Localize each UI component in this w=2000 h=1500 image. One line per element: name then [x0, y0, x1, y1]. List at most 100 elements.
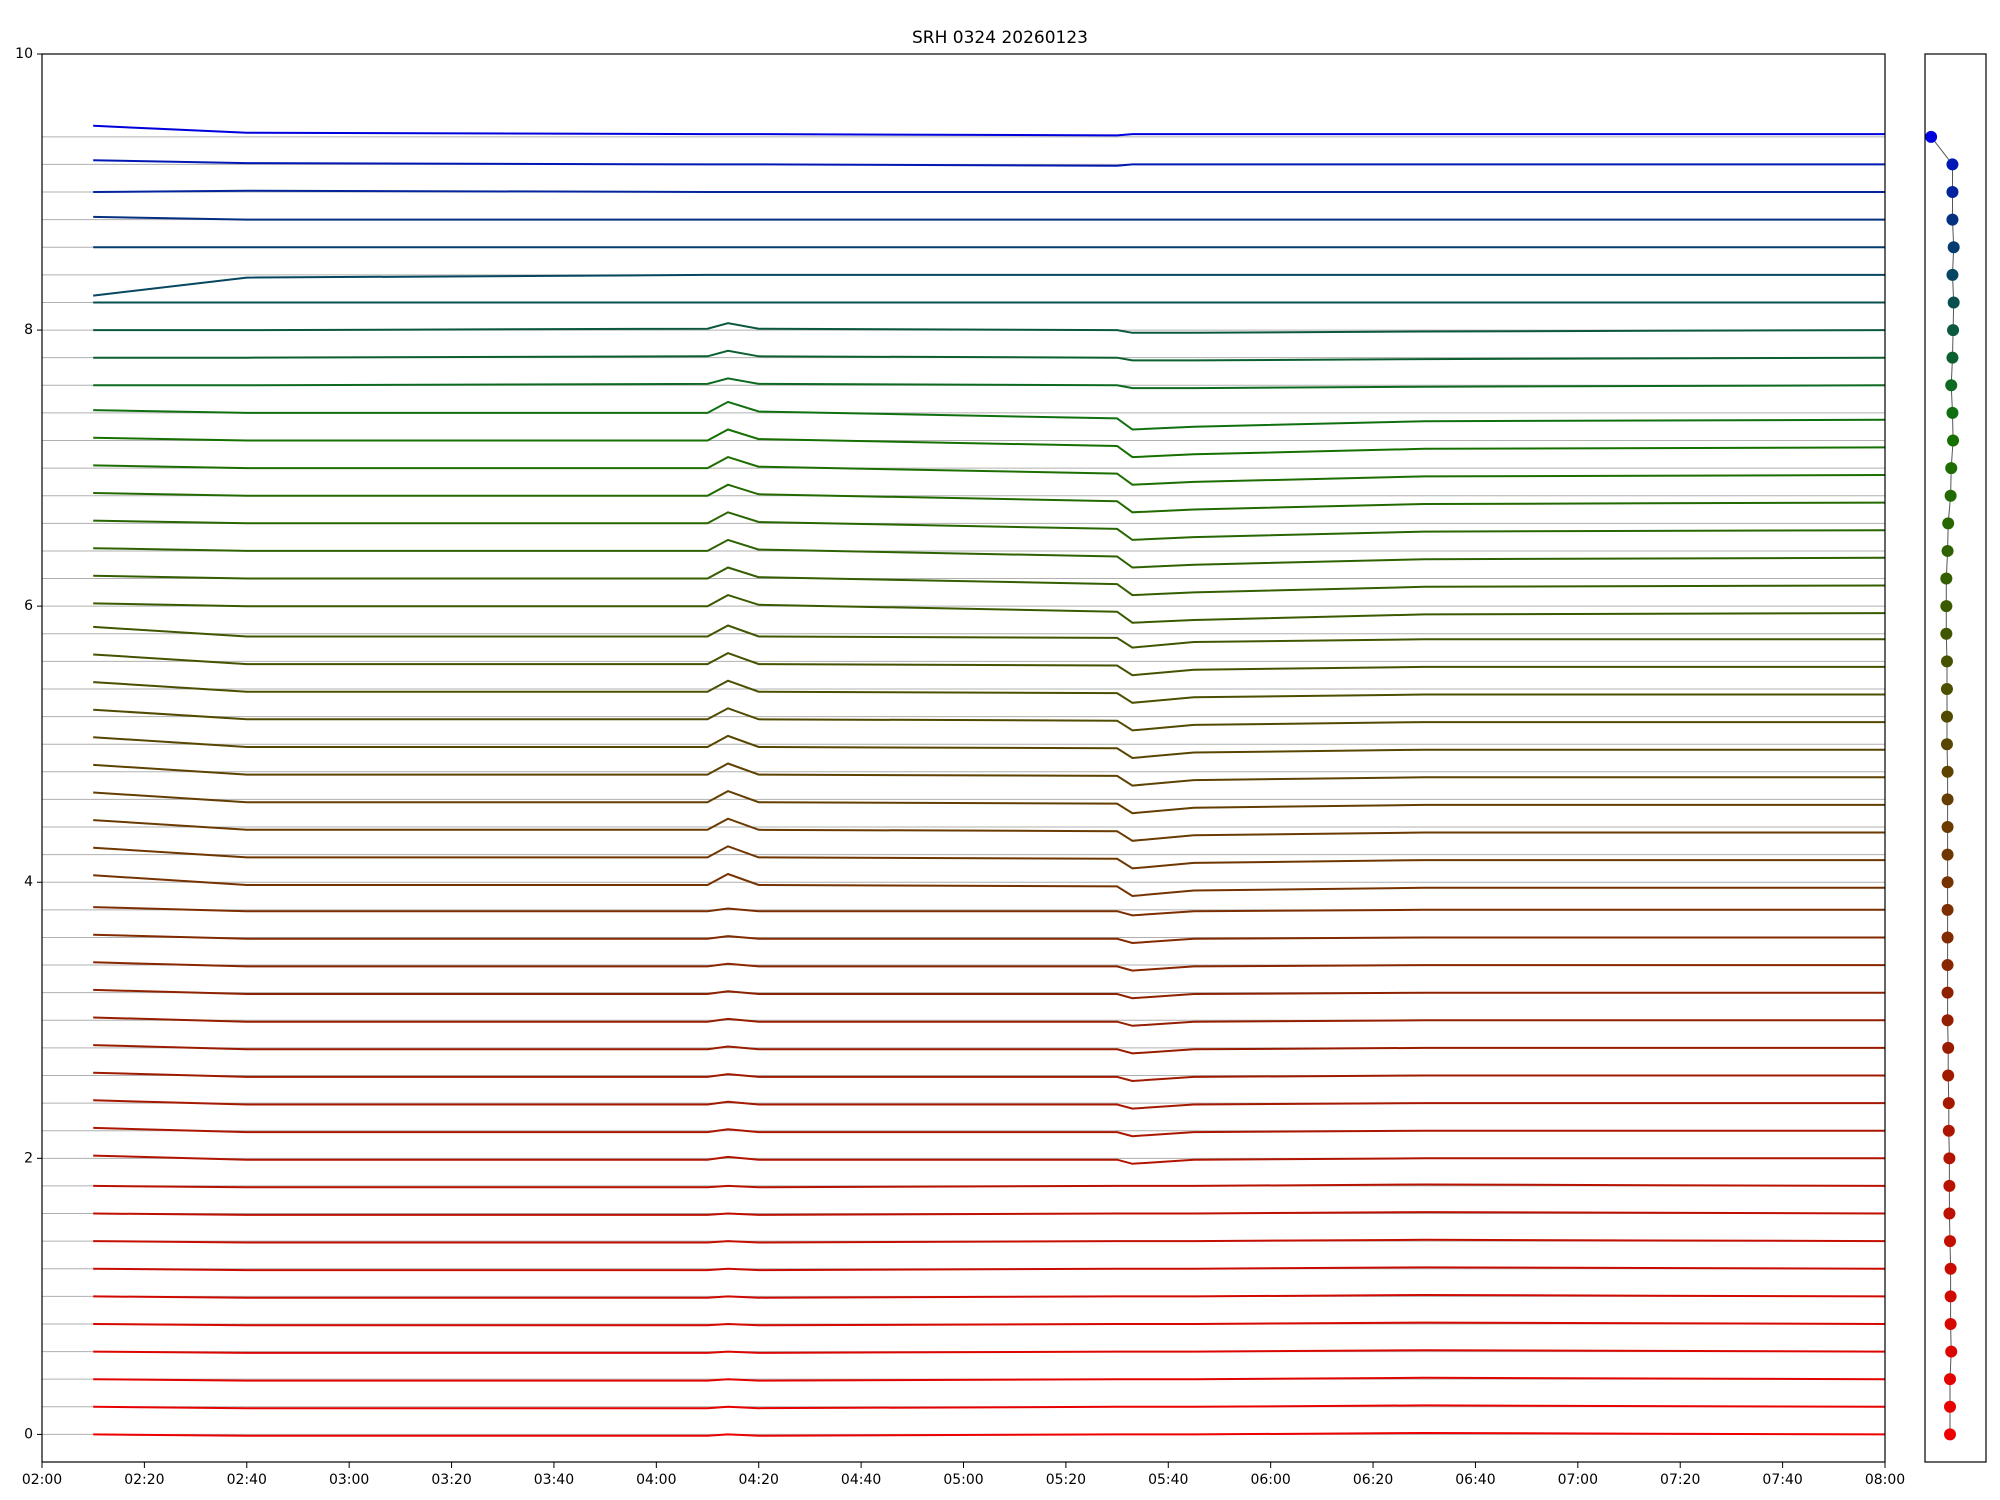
trace-line: [93, 594, 1886, 624]
x-tick-label: 06:40: [1455, 1472, 1495, 1488]
x-tick-label: 04:00: [636, 1472, 676, 1488]
x-tick-label: 02:40: [227, 1472, 267, 1488]
trace-line: [93, 1126, 1885, 1138]
level-dot: [1940, 682, 1953, 695]
level-dot: [1942, 1097, 1955, 1110]
level-dot: [1942, 1069, 1955, 1082]
x-tick-label: 05:20: [1046, 1472, 1086, 1488]
y-tick-label: 8: [24, 322, 33, 338]
level-dot: [1944, 1317, 1957, 1330]
trace-line: [93, 1071, 1885, 1083]
level-dot: [1945, 462, 1958, 475]
trace-line: [93, 1266, 1886, 1272]
trace-line: [93, 872, 1885, 898]
trace-line: [93, 215, 1885, 221]
x-tick-label: 07:20: [1660, 1472, 1700, 1488]
level-dot: [1944, 1373, 1957, 1386]
trace-line: [93, 349, 1886, 362]
x-tick-label: 07:00: [1558, 1472, 1598, 1488]
level-dot: [1941, 876, 1954, 889]
level-dot: [1940, 627, 1953, 640]
level-dot: [1941, 931, 1954, 944]
trace-line: [93, 124, 1885, 137]
x-tick-label: 02:00: [22, 1472, 62, 1488]
trace-line: [93, 189, 1885, 193]
level-dot: [1944, 1262, 1957, 1275]
x-tick-label: 03:00: [329, 1472, 369, 1488]
trace-line: [93, 933, 1885, 945]
trace-line: [93, 790, 1885, 815]
level-dot: [1945, 379, 1958, 392]
level-dot: [1941, 765, 1954, 778]
x-tick-label: 04:40: [841, 1472, 881, 1488]
level-dot: [1947, 324, 1960, 337]
x-tick-label: 07:40: [1762, 1472, 1802, 1488]
level-dot: [1946, 351, 1959, 364]
level-dot: [1944, 489, 1957, 502]
level-dot: [1941, 986, 1954, 999]
trace-line: [93, 961, 1885, 972]
x-tick-label: 03:40: [534, 1472, 574, 1488]
x-tick-label: 05:40: [1148, 1472, 1188, 1488]
trace-line: [93, 1099, 1885, 1110]
trace-line: [93, 511, 1886, 541]
level-dot: [1941, 959, 1954, 972]
trace-line: [93, 377, 1886, 390]
trace-line: [93, 159, 1885, 167]
plot-frame: [41, 53, 1886, 1463]
x-tick-label: 04:20: [739, 1472, 779, 1488]
level-dot: [1945, 1345, 1958, 1358]
trace-line: [93, 428, 1886, 459]
trace-line: [93, 652, 1885, 677]
level-dot: [1946, 406, 1959, 419]
y-tick-label: 2: [24, 1150, 33, 1166]
level-dot: [1942, 1124, 1955, 1137]
trace-line: [93, 679, 1885, 704]
level-dot: [1947, 241, 1960, 254]
trace-line: [93, 400, 1886, 431]
trace-line: [93, 734, 1885, 760]
trace-line: [93, 1183, 1886, 1189]
level-dot: [1941, 821, 1954, 834]
trace-line: [93, 845, 1885, 870]
level-dot: [1940, 572, 1953, 585]
level-dot: [1943, 1207, 1956, 1220]
chart-title: SRH 0324 20260123: [912, 28, 1088, 48]
level-dot: [1944, 1235, 1957, 1248]
trace-line: [93, 456, 1886, 486]
trace-line: [93, 817, 1885, 842]
level-dot: [1940, 600, 1953, 613]
trace-line: [93, 762, 1885, 787]
x-tick-label: 03:20: [431, 1472, 471, 1488]
level-dot: [1944, 1428, 1957, 1441]
level-dot: [1941, 903, 1954, 916]
trace-line: [93, 1349, 1886, 1354]
level-dot: [1941, 544, 1954, 557]
y-tick-label: 4: [24, 874, 33, 890]
level-dot: [1941, 793, 1954, 806]
level-dot: [1947, 296, 1960, 309]
level-dot: [1946, 186, 1959, 199]
level-dot: [1944, 1400, 1957, 1413]
level-dot: [1940, 738, 1953, 751]
level-dot: [1941, 848, 1954, 861]
level-dot: [1946, 213, 1959, 226]
x-tick-label: 05:00: [943, 1472, 983, 1488]
trace-line: [93, 322, 1886, 334]
trace-line: [93, 483, 1886, 514]
level-dot: [1946, 158, 1959, 171]
trace-line: [93, 1044, 1885, 1055]
y-tick-label: 10: [15, 46, 33, 62]
trace-line: [93, 1211, 1886, 1216]
trace-line: [93, 1016, 1885, 1027]
level-dot: [1940, 710, 1953, 723]
level-dot: [1943, 1152, 1956, 1165]
trace-line: [93, 538, 1886, 569]
trace-line: [93, 1154, 1885, 1165]
trace-line: [93, 1404, 1886, 1410]
trace-line: [93, 566, 1886, 597]
level-dot: [1946, 268, 1959, 281]
trace-line: [93, 1376, 1886, 1382]
trace-line: [93, 1238, 1886, 1244]
level-dot: [1942, 1041, 1955, 1054]
